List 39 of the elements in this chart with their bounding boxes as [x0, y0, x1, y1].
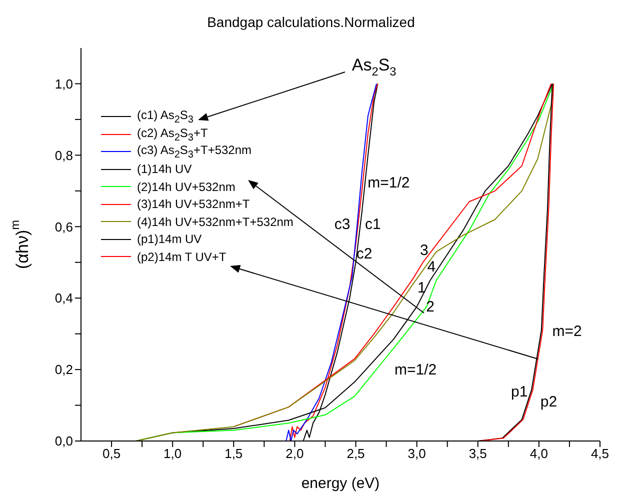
- annotation: 4: [427, 258, 436, 275]
- legend-label: (1)14h UV: [137, 162, 192, 176]
- annotation: m=1/2: [368, 174, 410, 192]
- annotation: 3: [420, 242, 428, 259]
- x-tick-label: 3,5: [468, 446, 487, 462]
- x-tick-label: 1,0: [164, 446, 182, 462]
- annotation: c3: [334, 216, 350, 233]
- annotation: m=2: [552, 322, 582, 340]
- chart-title: Bandgap calculations.Normalized: [206, 14, 416, 30]
- annotation: As$_{2}$S$_{3}$: [352, 54, 397, 78]
- y-tick-label: 1,0: [54, 76, 73, 92]
- x-tick-label: 4,5: [590, 446, 610, 462]
- annotation: m=1/2: [394, 361, 437, 378]
- x-tick-label: 2,0: [286, 446, 304, 462]
- x-tick-label: 2,5: [346, 446, 365, 462]
- legend-label: (c1) As$_{2}$S$_{3}$: [137, 108, 194, 126]
- legend-label: (c3) As$_{2}$S$_{3}$+T+532nm: [137, 143, 252, 160]
- x-tick-label: 1,5: [224, 446, 243, 462]
- annotation: c1: [364, 216, 381, 233]
- x-tick-label: 4,0: [530, 446, 548, 462]
- annotation: 1: [418, 278, 426, 296]
- y-tick-label: 0,2: [54, 362, 73, 378]
- x-tick-label: 3,0: [408, 446, 426, 462]
- legend-label: (2)14h UV+532nm: [137, 180, 236, 194]
- annotation: c2: [356, 244, 372, 262]
- y-tick-label: 0,0: [54, 434, 73, 449]
- legend-label: (4)14h UV+532nm+T+532nm: [137, 214, 294, 229]
- legend-label: (p2)14m T UV+T: [137, 250, 226, 264]
- annotation: p1: [511, 383, 528, 400]
- legend-label: (c2) As$_{2}$S$_{3}$+T: [137, 126, 208, 143]
- annotation: 2: [426, 298, 434, 316]
- y-tick-label: 0,6: [54, 219, 73, 234]
- x-axis-title: energy (eV): [301, 475, 380, 492]
- legend-label: (p1)14m UV: [137, 232, 202, 246]
- legend-label: (3)14h UV+532nm+T: [137, 197, 250, 212]
- y-tick-label: 0,8: [54, 148, 73, 163]
- annotation: p2: [540, 393, 558, 410]
- y-tick-label: 0,4: [54, 290, 73, 306]
- x-tick-label: 0,5: [102, 446, 121, 462]
